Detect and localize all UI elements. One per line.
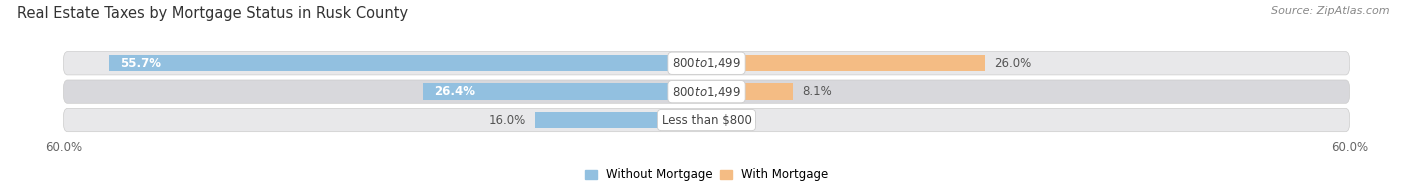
Legend: Without Mortgage, With Mortgage: Without Mortgage, With Mortgage <box>581 164 832 186</box>
Text: 0.43%: 0.43% <box>720 113 756 127</box>
Text: 26.0%: 26.0% <box>994 57 1031 70</box>
Bar <box>707 83 793 100</box>
Bar <box>423 83 707 100</box>
Bar <box>110 55 707 72</box>
Text: Real Estate Taxes by Mortgage Status in Rusk County: Real Estate Taxes by Mortgage Status in … <box>17 6 408 21</box>
Text: $800 to $1,499: $800 to $1,499 <box>672 56 741 70</box>
Text: Less than $800: Less than $800 <box>662 113 751 127</box>
Bar <box>534 112 707 128</box>
Bar <box>707 55 986 72</box>
FancyBboxPatch shape <box>63 108 1350 132</box>
Text: 26.4%: 26.4% <box>434 85 475 98</box>
Text: Source: ZipAtlas.com: Source: ZipAtlas.com <box>1271 6 1389 16</box>
Text: $800 to $1,499: $800 to $1,499 <box>672 85 741 99</box>
Text: 55.7%: 55.7% <box>120 57 162 70</box>
Bar <box>707 112 711 128</box>
Text: 8.1%: 8.1% <box>801 85 832 98</box>
FancyBboxPatch shape <box>63 80 1350 103</box>
Text: 16.0%: 16.0% <box>489 113 526 127</box>
FancyBboxPatch shape <box>63 52 1350 75</box>
